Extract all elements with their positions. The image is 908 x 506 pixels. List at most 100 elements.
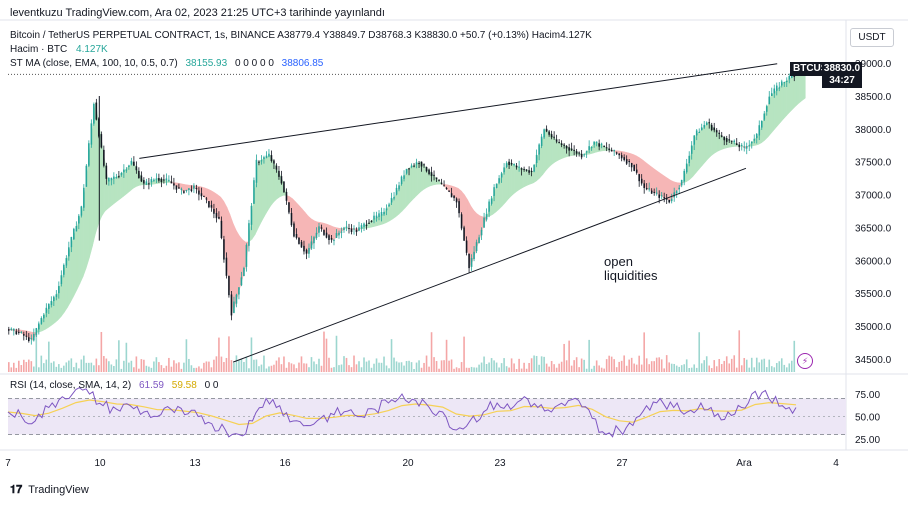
volume-bar xyxy=(783,364,786,372)
volume-bar xyxy=(95,358,98,372)
candle-body xyxy=(170,181,173,184)
volume-bar xyxy=(393,357,395,372)
volume-bar xyxy=(485,363,488,372)
candle-body xyxy=(313,237,315,244)
candle-body xyxy=(430,172,433,177)
candle-body xyxy=(520,168,523,170)
volume-bar xyxy=(63,365,65,372)
candle-body xyxy=(770,93,773,96)
candle-body xyxy=(180,188,183,190)
candle-body xyxy=(205,198,208,200)
candle-body xyxy=(33,334,35,341)
candle-body xyxy=(435,177,438,180)
volume-bar xyxy=(418,360,420,372)
candle-body xyxy=(320,227,323,229)
candle-body xyxy=(578,152,580,154)
volume-bar xyxy=(663,368,665,372)
volume-bar xyxy=(255,359,258,372)
price-tick-label: 36000.0 xyxy=(855,256,892,267)
volume-bar xyxy=(743,357,746,372)
candle-body xyxy=(8,329,10,331)
tradingview-logo[interactable]: 𝟏𝟕 TradingView xyxy=(10,484,89,497)
volume-bar xyxy=(440,360,443,372)
volume-bar xyxy=(248,368,250,372)
volume-bar xyxy=(38,367,40,372)
candle-body xyxy=(408,168,410,170)
volume-bar xyxy=(620,360,623,372)
volume-bar xyxy=(405,361,408,372)
rsi-legend: RSI (14, close, SMA, 14, 2) 61.59 59.58 … xyxy=(10,380,218,391)
volume-bar xyxy=(145,365,148,372)
volume-bar xyxy=(208,361,210,372)
time-tick-label: 13 xyxy=(189,458,201,469)
candle-body xyxy=(645,188,648,190)
candle-body xyxy=(740,144,743,146)
ma-band-segment xyxy=(261,158,265,223)
volume-bar xyxy=(630,357,633,372)
candle-body xyxy=(448,190,450,192)
volume-bar xyxy=(688,368,691,372)
candle-body xyxy=(213,209,215,214)
volume-bar xyxy=(98,365,100,372)
rsi-zeros: 0 0 xyxy=(204,380,219,391)
volume-bar xyxy=(618,361,620,372)
volume-bar xyxy=(540,356,543,372)
candle-body xyxy=(155,178,158,180)
candle-body xyxy=(423,164,425,166)
candle-body xyxy=(150,179,153,183)
candle-body xyxy=(363,223,365,227)
volume-bar xyxy=(280,364,283,372)
volume-bar xyxy=(203,362,205,372)
volume-bar xyxy=(265,368,268,372)
candle-body xyxy=(535,154,538,164)
candle-body xyxy=(610,149,613,152)
candle-body xyxy=(25,335,28,337)
candle-body xyxy=(560,143,563,145)
candle-body xyxy=(688,155,691,164)
candle-body xyxy=(293,223,295,237)
volume-bar xyxy=(765,367,768,372)
candle-body xyxy=(378,213,380,217)
candle-body xyxy=(318,226,320,233)
volume-bar xyxy=(410,362,413,372)
candle-body xyxy=(298,237,300,244)
volume-bar xyxy=(28,359,30,372)
candle-body xyxy=(138,170,140,178)
candle-body xyxy=(793,76,796,78)
bolt-icon[interactable]: ⚡ xyxy=(797,353,813,369)
candle-body xyxy=(390,197,393,203)
candle-body xyxy=(745,146,748,149)
volume-bar xyxy=(785,367,788,372)
candle-body xyxy=(110,177,113,181)
candle-body xyxy=(125,169,128,171)
ma-band-segment xyxy=(770,92,775,135)
candle-body xyxy=(240,277,243,286)
price-tick-label: 35500.0 xyxy=(855,289,892,300)
volume-bar xyxy=(635,364,638,372)
volume-bar xyxy=(448,360,450,372)
candle-body xyxy=(160,178,163,182)
candle-body xyxy=(128,165,130,167)
volume-bar xyxy=(350,367,353,372)
volume-bar xyxy=(493,360,495,372)
volume-bar xyxy=(598,365,600,372)
volume-bar xyxy=(570,365,573,372)
candle-body xyxy=(445,188,448,189)
currency-button[interactable]: USDT xyxy=(850,28,894,47)
time-tick-label: 7 xyxy=(5,458,11,469)
volume-bar xyxy=(780,358,783,372)
ma-band-segment xyxy=(117,174,121,202)
volume-bar xyxy=(385,365,388,372)
volume-bar xyxy=(335,335,338,372)
candle-body xyxy=(738,144,741,148)
candle-body xyxy=(625,159,628,164)
volume-bar xyxy=(475,367,478,372)
candle-body xyxy=(165,178,168,181)
volume-bar xyxy=(178,362,180,372)
candle-body xyxy=(263,157,265,160)
candle-body xyxy=(195,188,198,189)
ma-band-segment xyxy=(676,182,681,193)
volume-bar xyxy=(390,339,393,372)
candle-body xyxy=(305,249,308,254)
